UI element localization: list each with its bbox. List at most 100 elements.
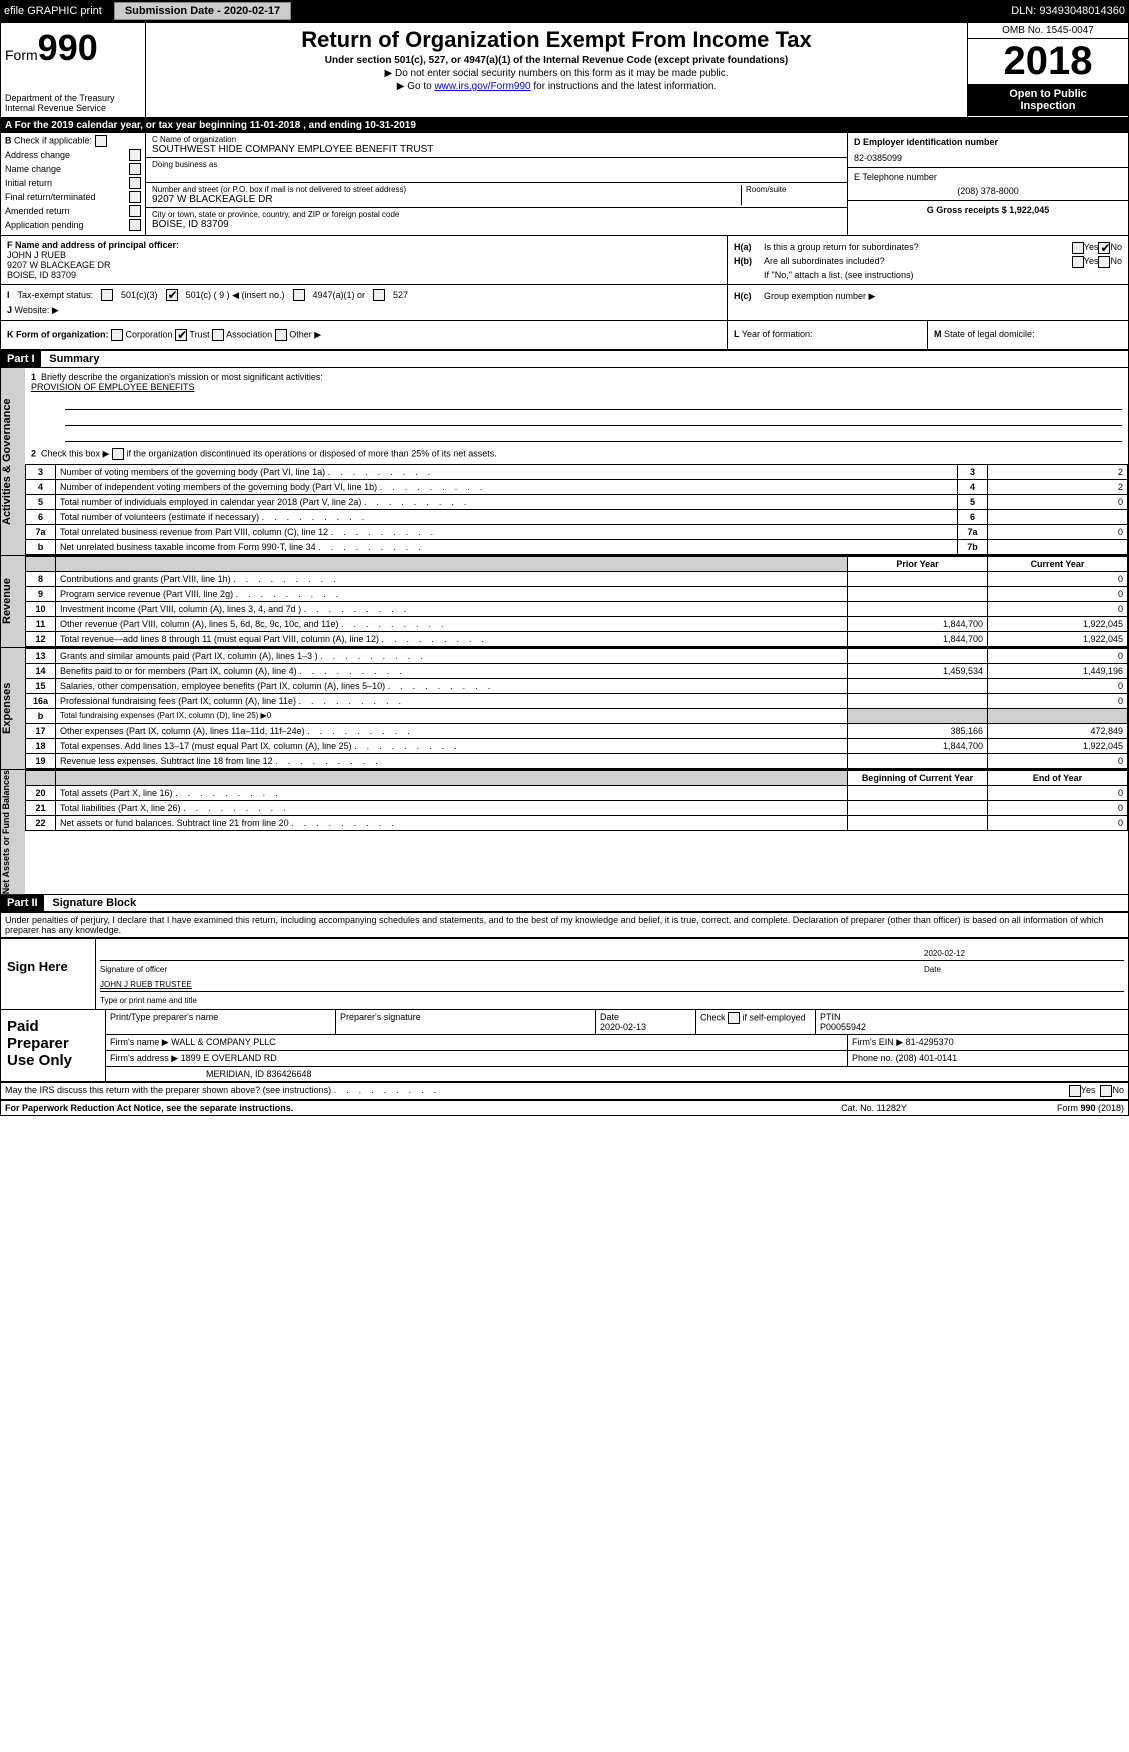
ha-no-chk[interactable] — [1098, 242, 1110, 254]
row-num: 5 — [26, 495, 56, 510]
chk-name[interactable] — [129, 163, 141, 175]
l2-chk[interactable] — [112, 448, 124, 460]
chk-assoc[interactable] — [212, 329, 224, 341]
row-prior — [848, 572, 988, 587]
sign-section: Sign Here 2020-02-12 Signature of office… — [1, 937, 1128, 1009]
line-2: 2 Check this box ▶ if the organization d… — [25, 444, 1128, 464]
l2-num: 2 — [31, 448, 36, 458]
check-if-label: Check if applicable: — [14, 135, 92, 145]
col-b-right: D Employer identification number 82-0385… — [848, 133, 1128, 235]
form-prefix: Form — [5, 47, 38, 63]
opt-pending: Application pending — [5, 220, 84, 230]
o527: 527 — [393, 290, 408, 300]
o501c3: 501(c)(3) — [121, 290, 158, 300]
sig-date-label: Date — [924, 965, 1124, 974]
row-num: 10 — [26, 602, 56, 617]
k-label: K Form of organization: — [7, 329, 109, 339]
row-desc: Benefits paid to or for members (Part IX… — [56, 664, 848, 679]
row-desc: Other expenses (Part IX, column (A), lin… — [56, 724, 848, 739]
discuss-no-chk[interactable] — [1100, 1085, 1112, 1097]
row-current: 0 — [988, 816, 1128, 831]
chk-4947[interactable] — [293, 289, 305, 301]
row-val: 0 — [988, 525, 1128, 540]
table-row: 4 Number of independent voting members o… — [26, 480, 1128, 495]
check-b-box[interactable] — [95, 135, 107, 147]
chk-final[interactable] — [129, 191, 141, 203]
org-name: SOUTHWEST HIDE COMPANY EMPLOYEE BENEFIT … — [152, 144, 841, 155]
col-prior: Prior Year — [848, 557, 988, 572]
hc-label: H(c) — [734, 291, 764, 302]
row-val — [988, 540, 1128, 555]
form-subtitle: Under section 501(c), 527, or 4947(a)(1)… — [150, 55, 963, 66]
e-label: E Telephone number — [854, 172, 1122, 182]
paid-h1: Print/Type preparer's name — [110, 1012, 331, 1022]
row-prior — [848, 694, 988, 709]
gov-section: Activities & Governance 1 Briefly descri… — [1, 368, 1128, 556]
paid-label: Paid Preparer Use Only — [1, 1010, 106, 1081]
part1-header: Part I — [1, 351, 41, 367]
chk-501c3[interactable] — [101, 289, 113, 301]
self-emp-chk[interactable] — [728, 1012, 740, 1024]
paid-h4-check: Check — [700, 1013, 726, 1023]
chk-pending[interactable] — [129, 219, 141, 231]
row-prior — [848, 754, 988, 769]
exp-section: Expenses 13 Grants and similar amounts p… — [1, 648, 1128, 770]
table-row: 17 Other expenses (Part IX, column (A), … — [26, 724, 1128, 739]
chk-501c[interactable] — [166, 289, 178, 301]
paid-phone: (208) 401-0141 — [896, 1053, 958, 1063]
chk-other[interactable] — [275, 329, 287, 341]
submission-date-btn[interactable]: Submission Date - 2020-02-17 — [114, 2, 291, 20]
street-label: Number and street (or P.O. box if mail i… — [152, 185, 741, 194]
row-lbl: 7a — [958, 525, 988, 540]
hb-yes: Yes — [1084, 256, 1099, 268]
gov-table: 3 Number of voting members of the govern… — [25, 464, 1128, 555]
row-num: 6 — [26, 510, 56, 525]
opt-amended: Amended return — [5, 206, 70, 216]
row-desc: Contributions and grants (Part VIII, lin… — [56, 572, 848, 587]
row-current: 0 — [988, 786, 1128, 801]
col-current: Current Year — [988, 557, 1128, 572]
firm-ein: 81-4295370 — [906, 1037, 954, 1047]
row-m: M State of legal domicile: — [928, 321, 1128, 349]
part2-header: Part II — [1, 895, 44, 911]
chk-trust[interactable] — [175, 329, 187, 341]
line-1: 1 Briefly describe the organization's mi… — [25, 368, 1128, 396]
ha-yes-chk[interactable] — [1072, 242, 1084, 254]
discuss-text: May the IRS discuss this return with the… — [5, 1085, 1069, 1097]
row-k: K Form of organization: Corporation Trus… — [1, 321, 1128, 351]
opt-initial: Initial return — [5, 178, 52, 188]
discuss-yes-chk[interactable] — [1069, 1085, 1081, 1097]
hb-no-chk[interactable] — [1098, 256, 1110, 268]
sign-here-label: Sign Here — [1, 939, 96, 1009]
hb-yes-chk[interactable] — [1072, 256, 1084, 268]
chk-address[interactable] — [129, 149, 141, 161]
part2-title: Signature Block — [46, 895, 142, 911]
irs-link[interactable]: www.irs.gov/Form990 — [434, 81, 530, 92]
row-num: 17 — [26, 724, 56, 739]
row-prior: 1,459,534 — [848, 664, 988, 679]
chk-amended[interactable] — [129, 205, 141, 217]
header-center: Return of Organization Exempt From Incom… — [146, 23, 968, 117]
row-val: 0 — [988, 495, 1128, 510]
chk-initial[interactable] — [129, 177, 141, 189]
form-header: Form990 Department of the Treasury Inter… — [1, 23, 1128, 118]
row-current: 0 — [988, 602, 1128, 617]
addr2: MERIDIAN, ID 836426648 — [106, 1067, 1128, 1081]
l-label: L — [734, 329, 740, 339]
j-text: Website: ▶ — [15, 305, 59, 315]
col-prior: Beginning of Current Year — [848, 771, 988, 786]
row-desc: Total number of individuals employed in … — [56, 495, 958, 510]
chk-527[interactable] — [373, 289, 385, 301]
col-b-mid: C Name of organization SOUTHWEST HIDE CO… — [146, 133, 848, 235]
row-lbl: 6 — [958, 510, 988, 525]
table-row: 18 Total expenses. Add lines 13–17 (must… — [26, 739, 1128, 754]
l1-text: Briefly describe the organization's miss… — [41, 372, 323, 382]
table-row: 12 Total revenue—add lines 8 through 11 … — [26, 632, 1128, 647]
ha-label: H(a) — [734, 242, 764, 254]
table-row: 11 Other revenue (Part VIII, column (A),… — [26, 617, 1128, 632]
row-num: 3 — [26, 465, 56, 480]
row-prior — [848, 602, 988, 617]
note-1: ▶ Do not enter social security numbers o… — [150, 68, 963, 79]
chk-corp[interactable] — [111, 329, 123, 341]
section-b: B Check if applicable: Address change Na… — [1, 133, 1128, 236]
